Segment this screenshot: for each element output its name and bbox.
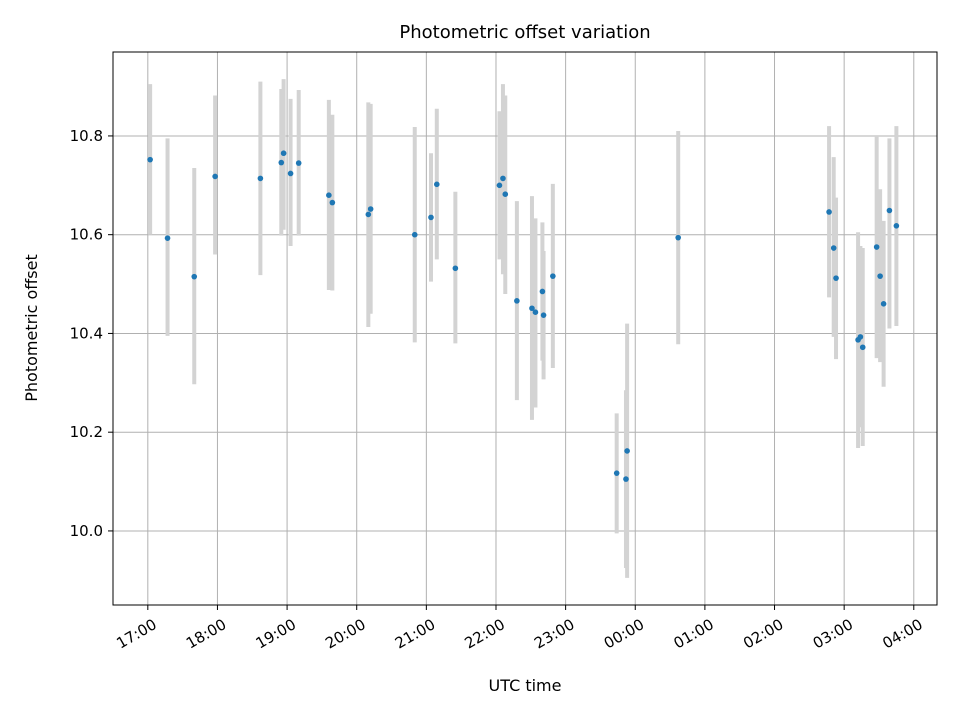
y-tick-label: 10.0 bbox=[70, 522, 103, 540]
data-points bbox=[147, 150, 900, 482]
data-point bbox=[367, 206, 374, 212]
data-point bbox=[164, 235, 171, 241]
y-tick-label: 10.6 bbox=[70, 226, 103, 244]
data-point bbox=[257, 175, 264, 182]
data-point bbox=[893, 223, 900, 229]
y-tick-label: 10.4 bbox=[70, 324, 103, 342]
grid bbox=[113, 52, 937, 605]
data-point bbox=[830, 245, 837, 251]
data-point bbox=[500, 175, 506, 182]
data-point bbox=[411, 231, 418, 238]
data-point bbox=[623, 476, 629, 482]
y-axis-label: Photometric offset bbox=[22, 254, 41, 402]
data-point bbox=[873, 244, 880, 250]
data-point bbox=[287, 170, 294, 177]
x-axis-label: UTC time bbox=[489, 676, 562, 695]
data-point bbox=[428, 214, 434, 221]
data-point bbox=[826, 209, 832, 215]
data-point bbox=[529, 305, 535, 312]
data-point bbox=[147, 156, 153, 163]
data-point bbox=[452, 265, 459, 272]
data-point bbox=[326, 192, 332, 198]
data-point bbox=[539, 288, 546, 295]
data-point bbox=[514, 298, 520, 304]
data-point bbox=[329, 199, 336, 206]
data-point bbox=[278, 159, 285, 166]
data-point bbox=[433, 181, 440, 188]
data-point bbox=[365, 211, 372, 218]
y-tick-label: 10.8 bbox=[70, 127, 103, 145]
data-point bbox=[675, 234, 681, 241]
data-point bbox=[295, 160, 302, 166]
data-point bbox=[502, 191, 509, 197]
data-point bbox=[624, 448, 630, 454]
plot-frame bbox=[112, 51, 938, 606]
y-axis-ticks: 10.0 10.2 10.4 10.6 10.8 bbox=[70, 127, 113, 540]
data-point bbox=[496, 182, 503, 189]
data-point bbox=[833, 275, 839, 281]
data-point bbox=[191, 273, 198, 280]
data-point bbox=[212, 173, 218, 180]
data-point bbox=[877, 273, 883, 279]
data-point bbox=[550, 273, 556, 279]
data-point bbox=[540, 312, 547, 318]
data-point bbox=[280, 150, 287, 157]
data-point bbox=[857, 334, 864, 340]
chart-title: Photometric offset variation bbox=[399, 22, 650, 43]
data-point bbox=[859, 344, 866, 351]
data-point bbox=[886, 207, 893, 214]
y-tick-label: 10.2 bbox=[70, 423, 103, 441]
data-point bbox=[532, 309, 539, 316]
data-point bbox=[880, 301, 887, 307]
data-point bbox=[613, 470, 620, 476]
